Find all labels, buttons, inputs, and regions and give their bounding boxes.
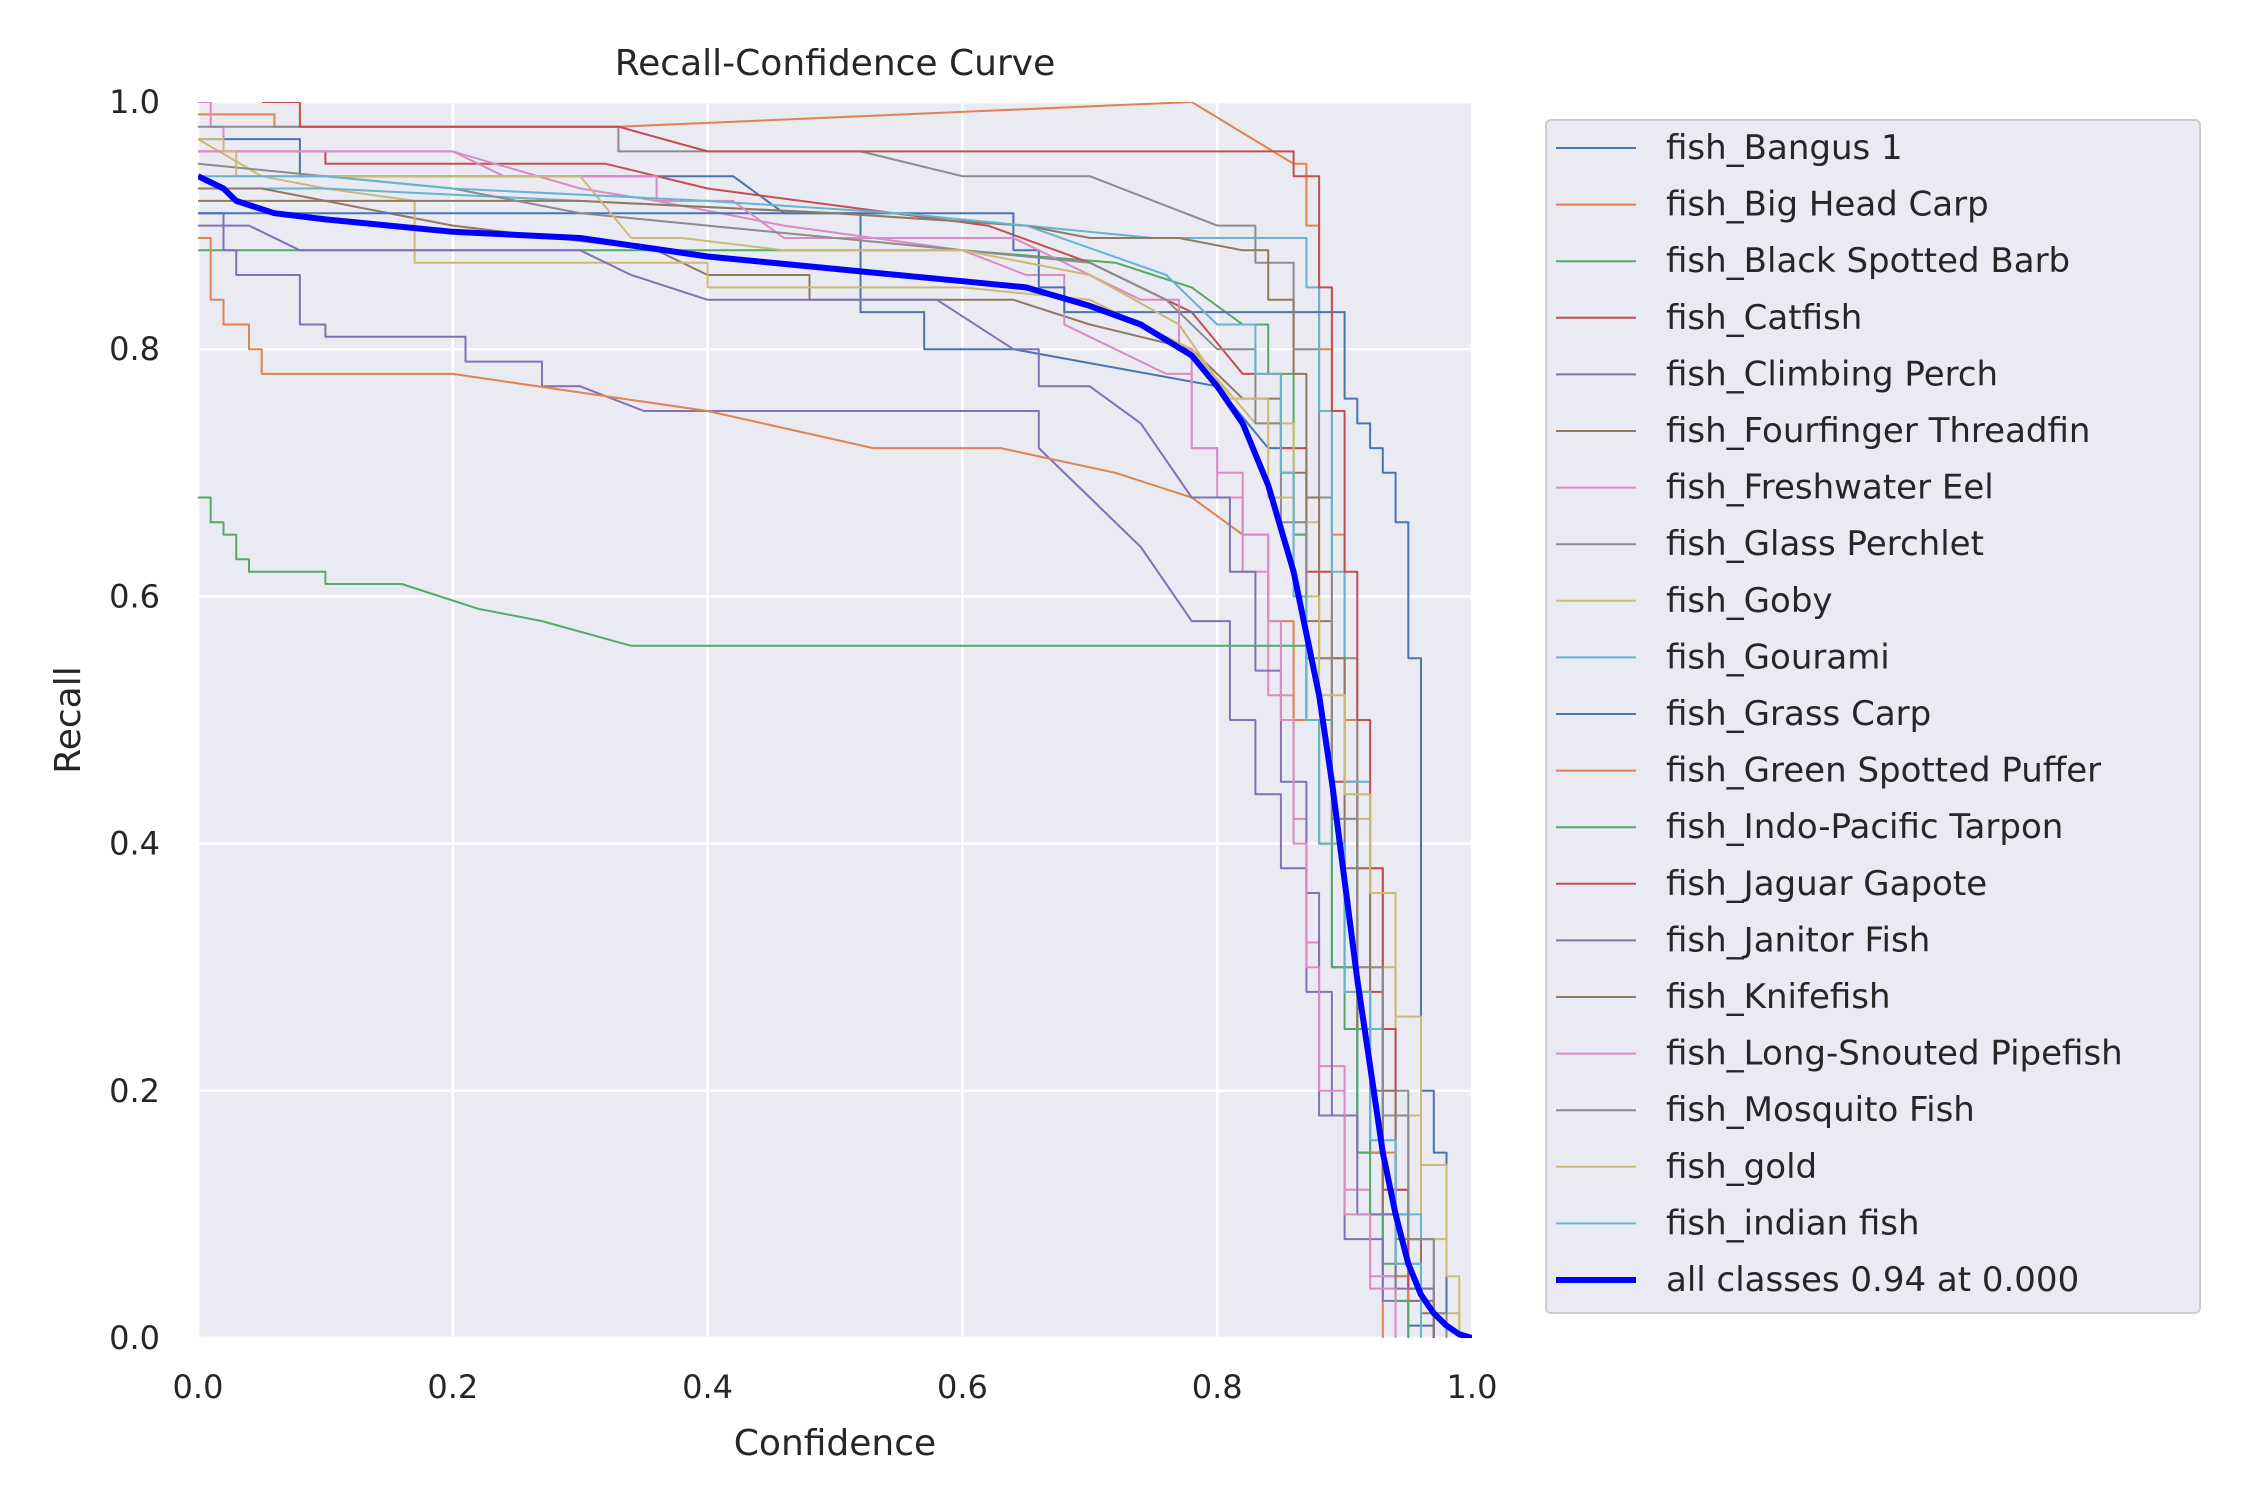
- series-layer: [198, 102, 1472, 1338]
- legend-label: fish_Catfish: [1666, 298, 1862, 338]
- legend-label: fish_Jaguar Gapote: [1666, 864, 1987, 904]
- y-tick-label: 0.0: [109, 1319, 160, 1357]
- chart-title: Recall-Confidence Curve: [615, 43, 1055, 84]
- legend-label: fish_Black Spotted Barb: [1666, 241, 2070, 281]
- x-axis-label: Confidence: [734, 1423, 936, 1464]
- y-tick-label: 0.8: [109, 330, 160, 368]
- legend-label: fish_Long-Snouted Pipefish: [1666, 1034, 2123, 1074]
- x-tick-label: 0.0: [173, 1368, 224, 1406]
- y-tick-label: 0.6: [109, 577, 160, 615]
- x-tick-labels: 0.0 0.2 0.4 0.6 0.8 1.0: [173, 1368, 1498, 1406]
- legend-label: fish_Freshwater Eel: [1666, 468, 1994, 508]
- legend-label: fish_Glass Perchlet: [1666, 524, 1984, 564]
- x-tick-label: 0.2: [427, 1368, 478, 1406]
- legend-label: fish_Fourfinger Threadfin: [1666, 411, 2090, 451]
- legend-label: fish_Mosquito Fish: [1666, 1090, 1975, 1130]
- y-tick-label: 0.2: [109, 1072, 160, 1110]
- legend-label: fish_Green Spotted Puffer: [1666, 751, 2101, 791]
- series-line-19: [198, 175, 1422, 1338]
- series-line-14: [198, 224, 1435, 1338]
- legend-label: fish_Bangus 1: [1666, 128, 1903, 168]
- y-tick-labels: 0.0 0.2 0.4 0.6 0.8 1.0: [109, 83, 160, 1357]
- grid: [196, 100, 1474, 1340]
- legend-label: fish_Knifefish: [1666, 977, 1891, 1017]
- legend-label: all classes 0.94 at 0.000: [1666, 1260, 2079, 1300]
- legend-label: fish_Grass Carp: [1666, 694, 1931, 734]
- legend-label: fish_Indo-Pacific Tarpon: [1666, 807, 2063, 847]
- series-line-20: [198, 173, 1472, 1338]
- y-tick-label: 0.4: [109, 825, 160, 863]
- x-tick-label: 1.0: [1447, 1368, 1498, 1406]
- legend-label: fish_Gourami: [1666, 637, 1890, 677]
- legend-label: fish_Janitor Fish: [1666, 920, 1930, 960]
- series-line-10: [198, 212, 1448, 1338]
- x-tick-label: 0.8: [1192, 1368, 1243, 1406]
- x-tick-label: 0.6: [937, 1368, 988, 1406]
- legend-label: fish_gold: [1666, 1147, 1817, 1187]
- legend-label: fish_Climbing Perch: [1666, 354, 1998, 394]
- legend-label: fish_indian fish: [1666, 1203, 1920, 1243]
- legend-frame: [1545, 119, 2201, 1314]
- legend: fish_Bangus 1 fish_Big Head Carp fish_Blac…: [1545, 119, 2201, 1314]
- y-tick-label: 1.0: [109, 83, 160, 121]
- series-line-17: [198, 162, 1448, 1338]
- legend-label: fish_Goby: [1666, 581, 1833, 621]
- y-axis-label: Recall: [48, 666, 89, 773]
- x-tick-label: 0.4: [682, 1368, 733, 1406]
- plot-area: [198, 102, 1472, 1338]
- legend-label: fish_Big Head Carp: [1666, 185, 1989, 225]
